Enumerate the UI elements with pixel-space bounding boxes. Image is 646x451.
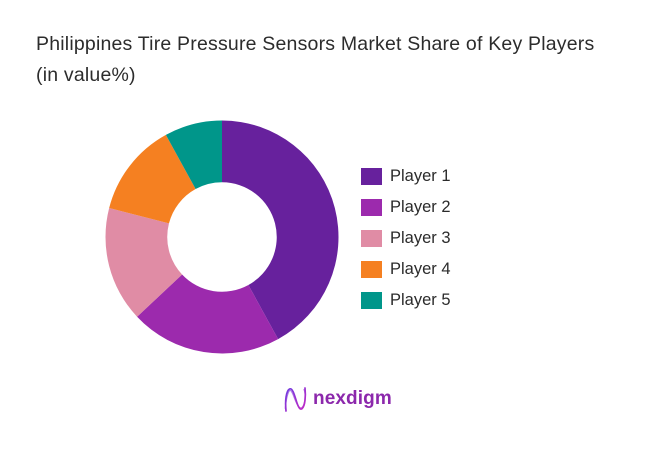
donut-segment-player-2 (137, 274, 279, 354)
donut-chart (105, 120, 339, 354)
legend-swatch (361, 199, 382, 216)
donut-chart-area (102, 117, 342, 357)
donut-segment-player-1 (222, 120, 339, 340)
chart-title: Philippines Tire Pressure Sensors Market… (36, 33, 595, 86)
nexdigm-logo: nexdigm (282, 384, 392, 414)
legend-swatch (361, 292, 382, 309)
legend-swatch (361, 230, 382, 247)
donut-segment-player-5 (165, 120, 222, 190)
legend-item: Player 1 (361, 168, 451, 185)
legend-label: Player 4 (390, 260, 451, 278)
legend-label: Player 3 (390, 229, 451, 247)
legend-swatch (361, 261, 382, 278)
nexdigm-wordmark: nexdigm (313, 388, 392, 409)
legend-item: Player 5 (361, 292, 451, 309)
nexdigm-n-mark-icon (284, 387, 307, 412)
legend-label: Player 1 (390, 167, 451, 185)
legend-label: Player 5 (390, 291, 451, 309)
legend-item: Player 4 (361, 261, 451, 278)
legend-item: Player 3 (361, 230, 451, 247)
legend-label: Player 2 (390, 198, 451, 216)
donut-segment-player-4 (109, 134, 196, 224)
legend-swatch (361, 168, 382, 185)
donut-segment-player-3 (105, 208, 183, 317)
legend-item: Player 2 (361, 199, 451, 216)
legend: Player 1 Player 2 Player 3 Player 4 Play… (361, 168, 451, 309)
